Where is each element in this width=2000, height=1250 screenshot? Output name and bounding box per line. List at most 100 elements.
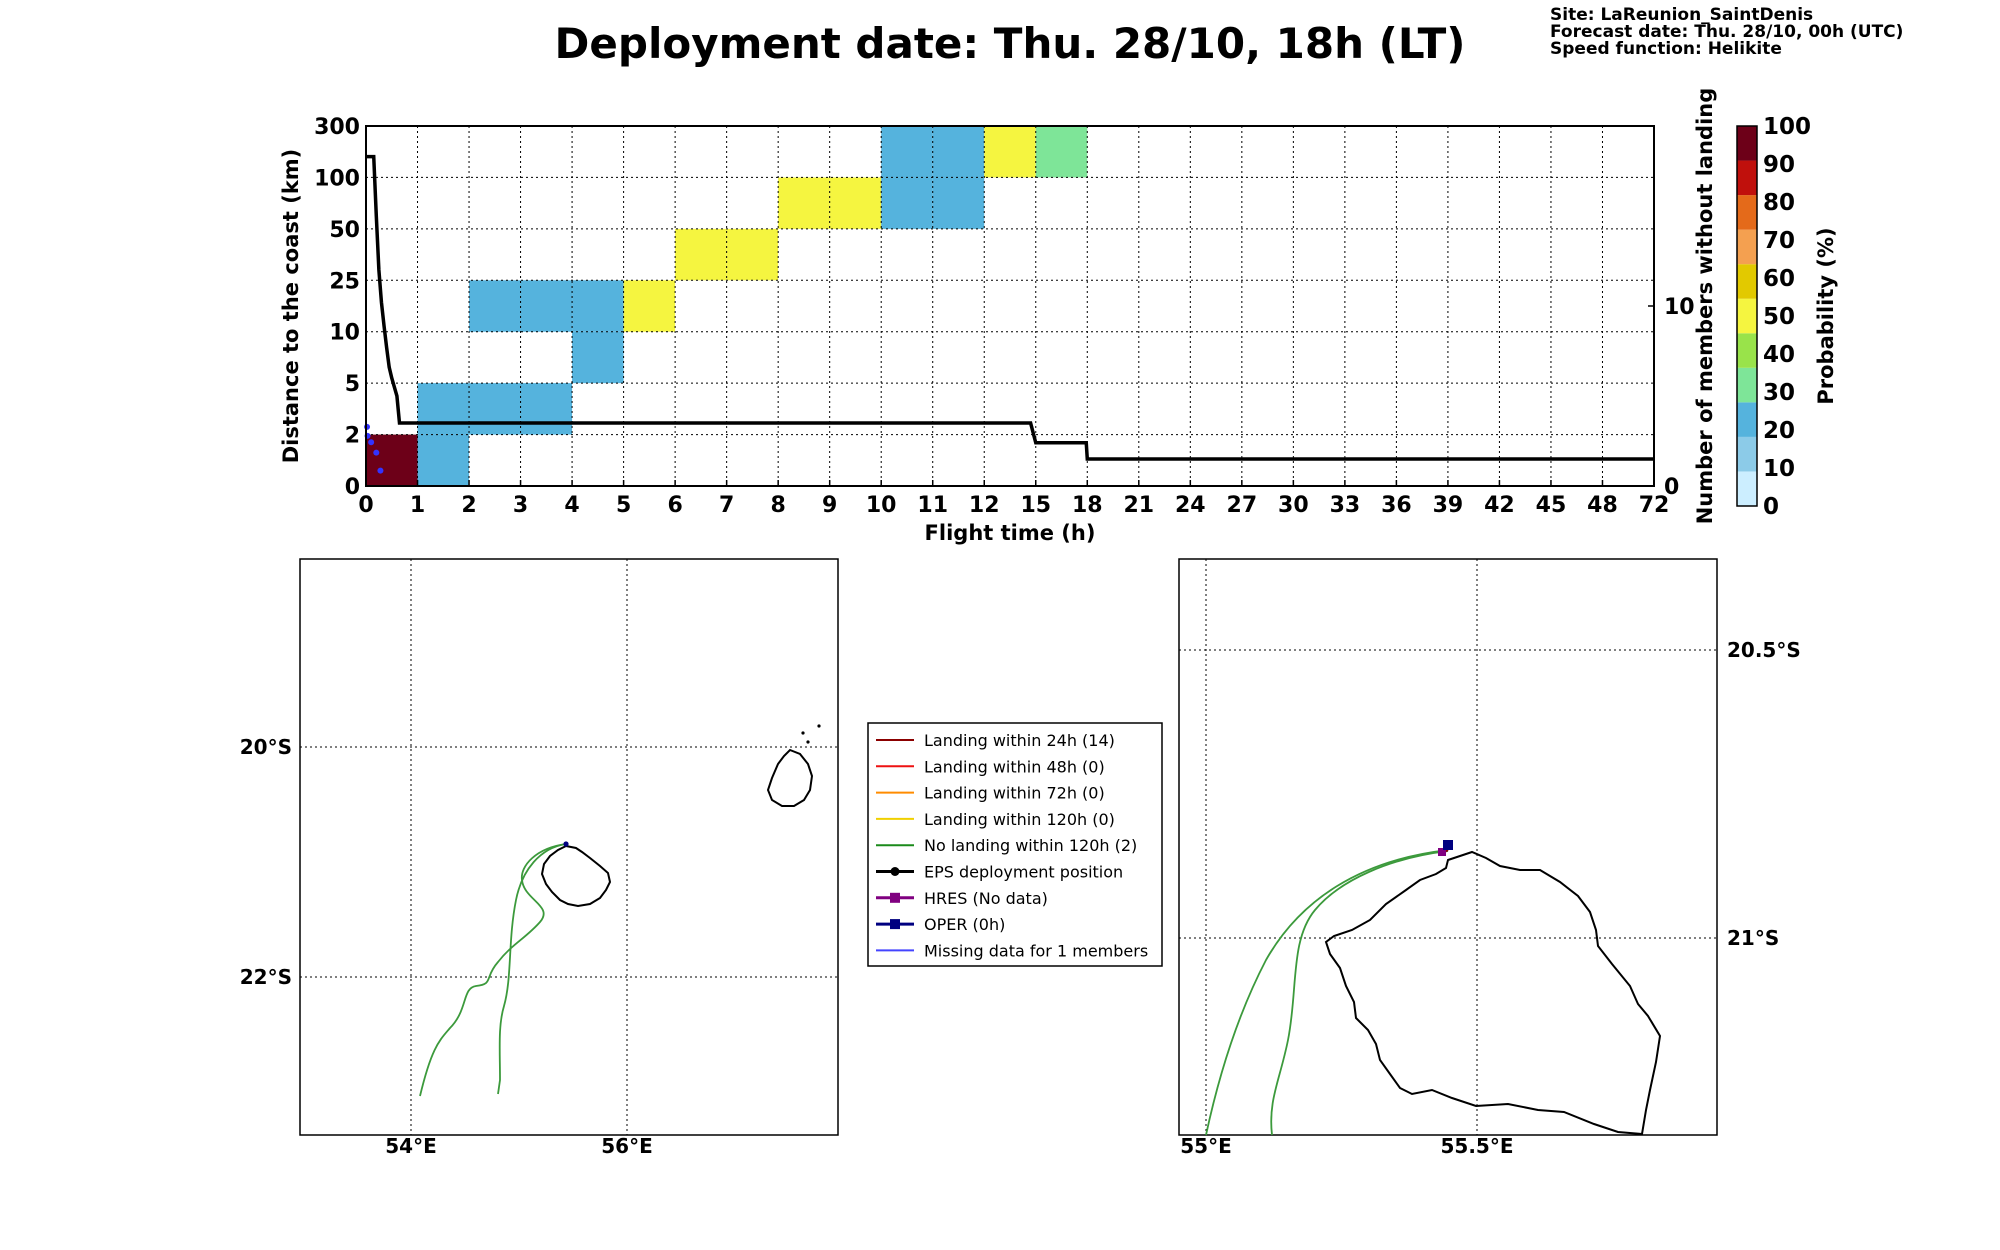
reunion-island-coast (540, 844, 612, 908)
legend-item: EPS deployment position (876, 863, 1123, 882)
heatmap-x-tick: 10 (866, 493, 897, 518)
heatmap-y-tick: 50 (329, 218, 360, 243)
heatmap-cell (417, 383, 470, 435)
heatmap-y-tick: 100 (314, 166, 360, 191)
members-without-landing-line (366, 154, 1654, 461)
colorbar-tick: 50 (1763, 304, 1795, 330)
heatmap-x-tick: 39 (1433, 493, 1464, 518)
legend-item: OPER (0h) (876, 915, 1005, 934)
legend-item: Missing data for 1 members (876, 941, 1148, 960)
legend-item: Landing within 24h (14) (876, 731, 1115, 750)
heatmap-cell (520, 383, 573, 435)
local-map-y-tick: 21°S (1727, 926, 1779, 950)
heatmap-x-tick: 15 (1020, 493, 1051, 518)
heatmap-x-tick: 3 (513, 493, 528, 518)
heatmap-y-tick: 10 (329, 321, 360, 346)
colorbar-tick: 20 (1763, 418, 1795, 444)
heatmap-y-tick: 300 (314, 115, 360, 140)
forecast-label: Forecast date: Thu. 28/10, 00h (UTC) (1550, 22, 1903, 42)
heatmap-x-tick: 2 (461, 493, 476, 518)
heatmap-cell (778, 177, 830, 229)
heatmap-x-tick: 21 (1123, 493, 1154, 518)
heatmap-y2-tick-labels: 0 10 (1648, 295, 1695, 500)
heatmap-y-axis-label: Distance to the coast (km) (279, 149, 303, 464)
legend-label: Landing within 48h (0) (924, 757, 1105, 776)
members-line-path (366, 154, 1654, 461)
colorbar-cell (1737, 229, 1757, 265)
heatmap-cell (932, 177, 985, 229)
heatmap-cell (932, 126, 985, 178)
legend-swatch-marker (890, 892, 900, 903)
colorbar-cell (1737, 471, 1757, 506)
heatmap-y2-tick: 0 (1664, 475, 1679, 500)
heatmap-cell (417, 434, 470, 486)
colorbar-tick: 0 (1763, 494, 1779, 520)
legend-items: Landing within 24h (14) Landing within 48… (876, 731, 1148, 960)
colorbar-cell (1737, 195, 1757, 230)
colorbar-cell (1737, 264, 1757, 299)
heatmap-x-tick: 48 (1587, 493, 1618, 518)
legend-label: No landing within 120h (2) (924, 836, 1137, 855)
heatmap-x-tick: 45 (1536, 493, 1567, 518)
regional-map-y-tick: 22°S (240, 965, 292, 989)
heatmap-x-tick: 6 (667, 493, 682, 518)
regional-map-x-tick: 56°E (601, 1134, 653, 1158)
heatmap-x-tick: 33 (1330, 493, 1361, 518)
colorbar-tick: 80 (1763, 190, 1795, 216)
regional-map-y-tick: 20°S (240, 735, 292, 759)
heatmap-y2-tick: 10 (1664, 295, 1695, 320)
heatmap-cell (520, 280, 573, 332)
trajectory-no-landing (1270, 850, 1449, 1136)
colorbar-tick: 40 (1763, 342, 1795, 368)
legend-frame (867, 722, 1163, 967)
local-map-x-tick: 55°E (1180, 1134, 1232, 1158)
heatmap-y-tick: 2 (345, 424, 360, 449)
legend-swatch-marker (890, 867, 900, 876)
trajectory-no-landing (497, 843, 567, 1095)
heatmap-x-tick: 11 (917, 493, 948, 518)
legend-item: Landing within 48h (0) (876, 757, 1105, 776)
heatmap-x-tick: 30 (1278, 493, 1309, 518)
colorbar-cell (1737, 367, 1757, 403)
heatmap-cell (829, 177, 882, 229)
heatmap-x-tick: 27 (1227, 493, 1258, 518)
colorbar-label: Probability (%) (1814, 227, 1838, 404)
heatmap-cell (984, 126, 1036, 178)
legend-item: No landing within 120h (2) (876, 836, 1137, 855)
colorbar-cell (1737, 298, 1757, 334)
islet-dot (817, 724, 821, 728)
colorbar-cell (1737, 436, 1757, 472)
heatmap-x-tick: 42 (1484, 493, 1515, 518)
heatmap-grid (366, 126, 1654, 486)
probability-colorbar: 0 10 20 30 40 50 60 70 80 90 100 Probability (%) (1736, 114, 1838, 520)
legend-label: HRES (No data) (924, 889, 1048, 908)
heatmap-x-tick: 7 (719, 493, 734, 518)
heatmap-x-tick: 5 (616, 493, 631, 518)
colorbar-tick: 10 (1763, 456, 1795, 482)
legend-label: OPER (0h) (924, 915, 1005, 934)
heatmap-y-tick: 25 (329, 269, 360, 294)
figure-title: Deployment date: Thu. 28/10, 18h (LT) (555, 19, 1466, 68)
heatmap-cell (881, 177, 933, 229)
legend-label: Landing within 72h (0) (924, 784, 1105, 803)
heatmap-cell (726, 228, 779, 281)
heatmap-cell (572, 331, 624, 384)
heatmap-x-tick-labels: 0 1 2 3 4 5 6 7 8 9 10 11 12 15 18 21 24 27 30 33 36 39 42 45 48… (358, 480, 1669, 518)
heatmap-x-tick: 1 (410, 493, 425, 518)
missing-data-dot (364, 423, 371, 430)
heatmap-y-tick: 5 (345, 372, 360, 397)
heatmap-x-tick: 9 (822, 493, 837, 518)
legend-swatch-marker (890, 919, 900, 930)
site-label: Site: LaReunion_SaintDenis (1550, 5, 1813, 25)
probability-heatmap-chart: 0 1 2 3 4 5 6 7 8 9 10 11 12 15 18 21 24 27 30 33 36 39 42 45 48… (279, 88, 1717, 545)
colorbar-tick: 90 (1763, 152, 1795, 178)
colorbar-tick-labels: 0 10 20 30 40 50 60 70 80 90 100 (1763, 114, 1811, 520)
heatmap-cell (572, 280, 624, 332)
colorbar-cells (1737, 126, 1757, 506)
missing-data-dot (368, 439, 375, 446)
heatmap-x-tick: 8 (771, 493, 786, 518)
regional-map-x-tick: 54°E (385, 1134, 437, 1158)
heatmap-cell (366, 434, 418, 486)
